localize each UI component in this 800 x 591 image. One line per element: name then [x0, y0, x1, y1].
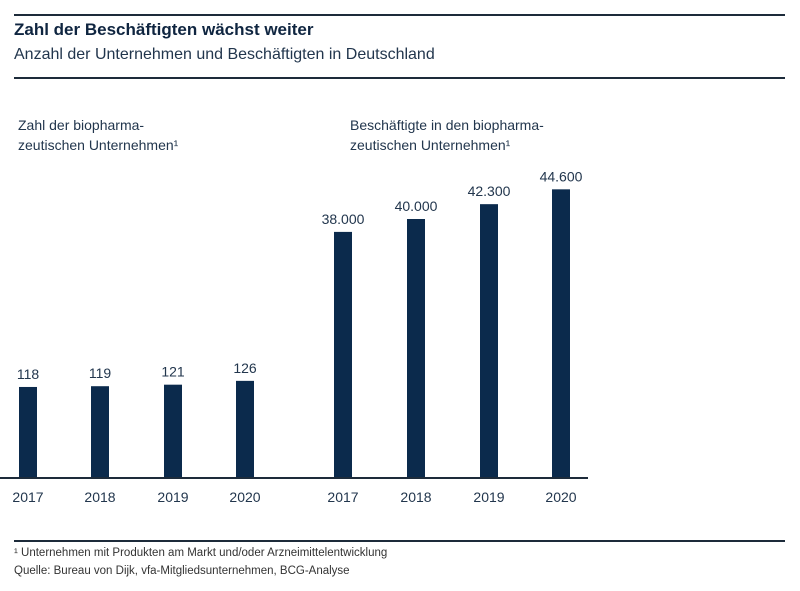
companies-bar-2017: [19, 386, 37, 477]
employees-value-label: 44.600: [540, 168, 583, 184]
companies-x-tick-label: 2017: [12, 489, 43, 505]
footnote: ¹ Unternehmen mit Produkten am Markt und…: [14, 547, 388, 559]
companies-heading-line1: Zahl der biopharma-: [18, 117, 145, 133]
chart-subtitle: Anzahl der Unternehmen und Beschäftigten…: [14, 46, 435, 63]
companies-x-tick-label: 2019: [157, 489, 188, 505]
employees-bar-2017: [334, 231, 352, 477]
employees-heading-line1: Beschäftigte in den biopharma-: [350, 117, 544, 133]
source-note: Quelle: Bureau von Dijk, vfa-Mitgliedsun…: [14, 565, 350, 577]
employees-heading-line2: zeutischen Unternehmen¹: [350, 137, 511, 153]
employees-x-tick-label: 2017: [327, 489, 358, 505]
employees-bar-2018: [407, 219, 425, 477]
employees-bar-2020: [552, 189, 570, 477]
employees-x-tick-label: 2018: [400, 489, 431, 505]
companies-value-label: 119: [89, 365, 112, 381]
employees-value-label: 40.000: [395, 198, 438, 214]
employees-value-label: 42.300: [468, 183, 511, 199]
employees-x-tick-label: 2020: [545, 489, 576, 505]
employees-value-label: 38.000: [322, 211, 365, 227]
employees-bar-2019: [480, 204, 498, 478]
chart-title: Zahl der Beschäftigten wächst weiter: [14, 20, 314, 39]
employees-chart-heading: Beschäftigte in den biopharma- zeutische…: [350, 115, 544, 155]
footer-rule: [14, 540, 785, 542]
employees-x-tick-label: 2019: [473, 489, 504, 505]
companies-x-tick-label: 2020: [229, 489, 260, 505]
header-rule: [14, 77, 785, 79]
companies-value-label: 118: [17, 366, 40, 382]
companies-value-label: 126: [233, 360, 257, 376]
companies-heading-line2: zeutischen Unternehmen¹: [18, 137, 179, 153]
companies-value-label: 121: [161, 364, 185, 380]
companies-bar-2020: [236, 380, 254, 477]
companies-bar-2019: [164, 384, 182, 477]
companies-chart-heading: Zahl der biopharma- zeutischen Unternehm…: [18, 115, 178, 155]
companies-x-tick-label: 2018: [84, 489, 115, 505]
companies-bar-2018: [91, 386, 109, 477]
top-rule: [14, 14, 785, 16]
